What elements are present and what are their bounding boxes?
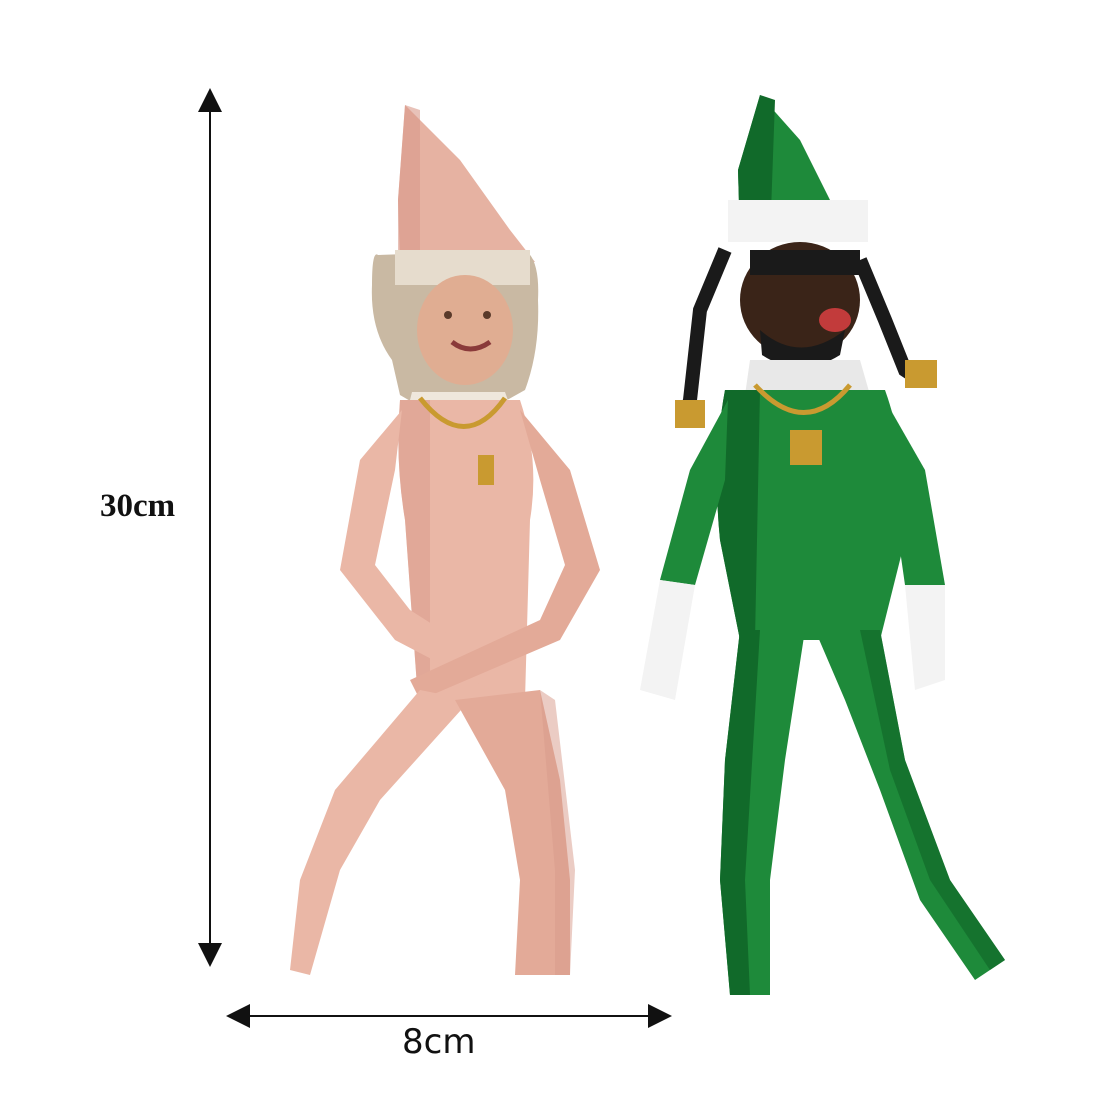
width-dimension-label: 8cm	[402, 1022, 475, 1062]
pink-elf-figure	[290, 105, 600, 975]
height-dimension-label: 30cm	[100, 488, 175, 525]
green-elf-figure	[640, 95, 1005, 995]
